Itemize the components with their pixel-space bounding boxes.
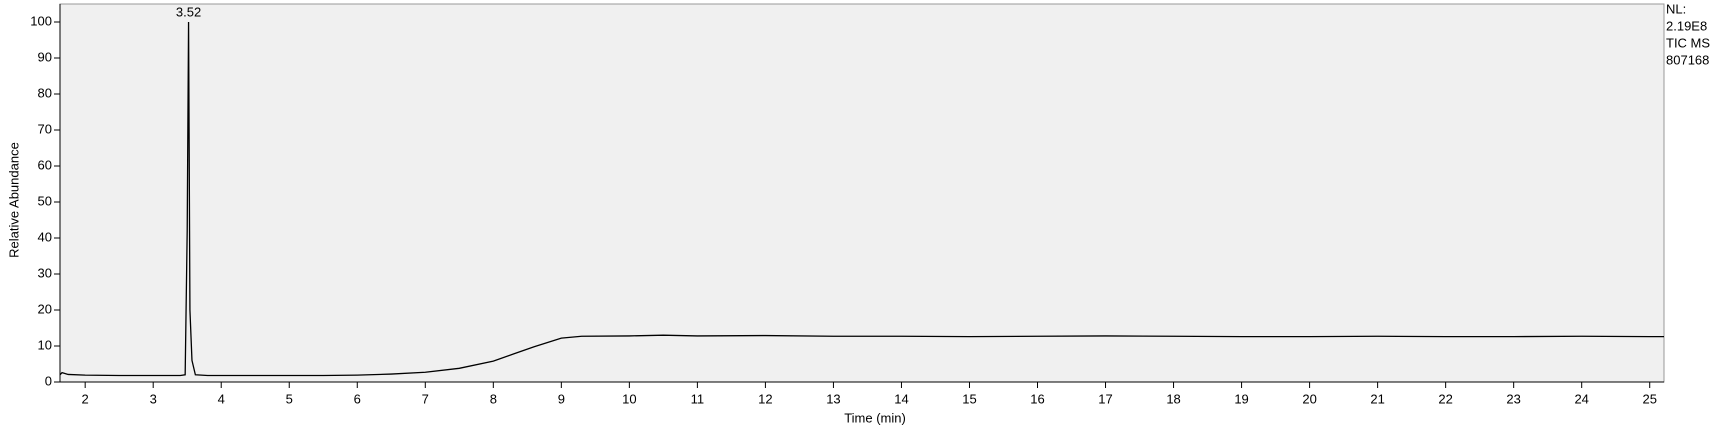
x-tick-label: 16: [1030, 391, 1044, 406]
y-axis-title: Relative Abundance: [6, 142, 21, 258]
x-tick-label: 23: [1506, 391, 1520, 406]
x-tick-label: 3: [150, 391, 157, 406]
annotation: TIC MS: [1666, 35, 1710, 50]
x-tick-label: 21: [1370, 391, 1384, 406]
annotation: 807168: [1666, 52, 1709, 67]
x-tick-label: 13: [826, 391, 840, 406]
x-tick-label: 10: [622, 391, 636, 406]
x-tick-label: 24: [1574, 391, 1588, 406]
y-tick-label: 20: [38, 301, 52, 316]
x-tick-label: 6: [354, 391, 361, 406]
y-tick-label: 60: [38, 157, 52, 172]
plot-area: [59, 3, 1665, 383]
x-tick-label: 22: [1438, 391, 1452, 406]
x-tick-label: 5: [286, 391, 293, 406]
x-tick-label: 2: [82, 391, 89, 406]
y-tick-label: 70: [38, 121, 52, 136]
x-tick-label: 15: [962, 391, 976, 406]
y-tick-label: 40: [38, 229, 52, 244]
y-tick-label: 30: [38, 265, 52, 280]
x-tick-label: 20: [1302, 391, 1316, 406]
x-tick-label: 17: [1098, 391, 1112, 406]
y-tick-label: 10: [38, 337, 52, 352]
x-tick-label: 11: [691, 391, 705, 406]
peak-label: 3.52: [176, 4, 201, 19]
x-tick-label: 12: [758, 391, 772, 406]
x-tick-label: 19: [1234, 391, 1248, 406]
annotation: 2.19E8: [1666, 18, 1707, 33]
y-tick-label: 90: [38, 49, 52, 64]
y-tick-label: 0: [45, 373, 52, 388]
y-tick-label: 80: [38, 85, 52, 100]
x-axis-title: Time (min): [844, 410, 906, 425]
trace-line: [59, 21, 1664, 377]
x-tick-label: 4: [218, 391, 225, 406]
y-tick-label: 100: [30, 13, 52, 28]
x-tick-label: 9: [558, 391, 565, 406]
annotation: NL:: [1666, 1, 1686, 16]
x-tick-label: 18: [1166, 391, 1180, 406]
x-tick-label: 7: [422, 391, 429, 406]
x-tick-label: 8: [490, 391, 497, 406]
y-tick-label: 50: [38, 193, 52, 208]
x-tick-label: 25: [1642, 391, 1656, 406]
x-tick-label: 14: [894, 391, 908, 406]
